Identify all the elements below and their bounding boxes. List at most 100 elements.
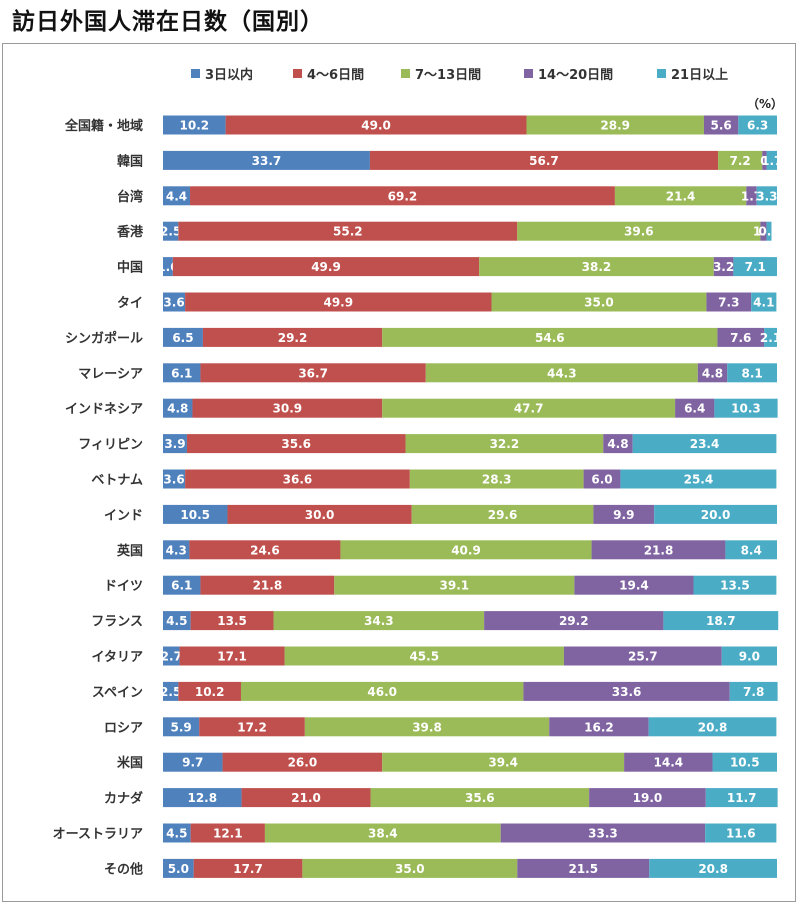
bar-segment: [163, 115, 226, 135]
data-label: 3.6: [163, 473, 184, 487]
bar-segment: [240, 681, 524, 701]
data-label: 1.7: [761, 154, 782, 168]
category-label: カナダ: [104, 791, 143, 807]
bar-segment: [227, 504, 412, 524]
data-label: 54.6: [535, 331, 565, 345]
bar-segment: [200, 363, 426, 383]
data-label: 28.9: [600, 119, 630, 133]
category-label: ドイツ: [104, 579, 143, 594]
bar-segment: [185, 469, 410, 489]
bar-segment: [163, 434, 187, 454]
data-label: 35.0: [584, 296, 614, 310]
bar-segment: [405, 434, 604, 454]
category-label: その他: [104, 861, 143, 877]
bar-segment: [163, 398, 193, 418]
bar-segment: [725, 540, 777, 560]
data-label: 20.8: [698, 720, 728, 734]
data-label: 3.2: [713, 260, 734, 274]
category-label: 中国: [117, 260, 143, 276]
data-label: 3.3: [756, 189, 777, 203]
data-label: 47.7: [514, 402, 544, 416]
bar-segment: [751, 292, 777, 312]
data-label: 35.6: [281, 437, 311, 451]
bar-segment: [302, 858, 518, 878]
bar-segment: [163, 469, 186, 489]
bar-segment: [370, 788, 590, 808]
legend-swatch-2: [401, 69, 410, 78]
bar-segment: [163, 363, 201, 383]
data-label: 36.7: [298, 366, 328, 380]
data-label: 26.0: [288, 756, 318, 770]
data-label: 13.5: [720, 579, 750, 593]
bar-segment: [654, 504, 777, 524]
bar-segment: [705, 823, 777, 843]
data-label: 8.1: [741, 366, 762, 380]
bar-segment: [712, 752, 777, 772]
bar-segment: [185, 292, 492, 312]
category-label: シンガポール: [65, 330, 143, 346]
bar-segment: [241, 788, 371, 808]
data-label: 12.1: [213, 827, 243, 841]
data-label: 11.6: [726, 827, 756, 841]
data-label: 3.6: [163, 296, 184, 310]
data-label: 8.4: [741, 543, 762, 557]
data-label: 23.4: [690, 437, 720, 451]
data-label: 16.2: [584, 720, 614, 734]
bar-segment: [178, 681, 241, 701]
data-label: 4.3: [166, 543, 187, 557]
data-label: 4.8: [607, 437, 628, 451]
bar-segment: [163, 257, 173, 277]
bar-segment: [697, 363, 728, 383]
data-label: 9.7: [182, 756, 203, 770]
data-label: 4.5: [166, 827, 187, 841]
bar-segment: [766, 150, 777, 170]
data-label: 35.6: [465, 791, 495, 805]
bar-segment: [409, 469, 584, 489]
category-label: ベトナム: [91, 473, 143, 488]
legend-item-4: 21日以上: [657, 64, 728, 83]
data-label: 21.8: [644, 543, 674, 557]
bar-segment: [721, 646, 777, 666]
category-label: 韓国: [117, 153, 143, 169]
data-label: 17.1: [217, 650, 247, 664]
bar-segment: [766, 221, 772, 241]
data-label: 19.4: [619, 579, 649, 593]
bar-segment: [756, 186, 777, 206]
category-label: マレーシア: [78, 367, 143, 382]
bar-segment: [193, 858, 303, 878]
data-label: 25.4: [684, 473, 714, 487]
data-label: 44.3: [547, 366, 577, 380]
bar-segment: [190, 611, 274, 631]
category-label: インドネシア: [65, 402, 143, 417]
bar-segment: [614, 186, 747, 206]
bar-segment: [273, 611, 485, 631]
bar-segment: [733, 257, 777, 277]
data-label: 4.1: [753, 296, 774, 310]
bar-segment: [479, 257, 714, 277]
data-label: 9.0: [739, 650, 760, 664]
bar-segment: [705, 788, 778, 808]
bar-segment: [574, 575, 694, 595]
data-label: 10.2: [180, 119, 210, 133]
bar-segment: [163, 150, 370, 170]
data-label: 7.6: [730, 331, 751, 345]
bar-segment: [172, 257, 480, 277]
data-label: 10.3: [731, 402, 761, 416]
bar-segment: [163, 823, 191, 843]
bar-segment: [163, 752, 223, 772]
bar-segment: [583, 469, 621, 489]
data-label: 2.5: [160, 225, 181, 239]
data-label: 29.2: [559, 614, 589, 628]
bar-segment: [593, 504, 655, 524]
bar-segment: [163, 646, 180, 666]
data-label: 33.7: [252, 154, 282, 168]
data-label: 2.7: [161, 650, 182, 664]
category-label: イタリア: [92, 650, 143, 665]
bar-segment: [163, 611, 191, 631]
data-label: 7.8: [743, 685, 764, 699]
data-label: 5.0: [168, 862, 189, 876]
data-label: 10.2: [195, 685, 225, 699]
bar-segment: [649, 858, 777, 878]
data-label: 55.2: [333, 225, 363, 239]
